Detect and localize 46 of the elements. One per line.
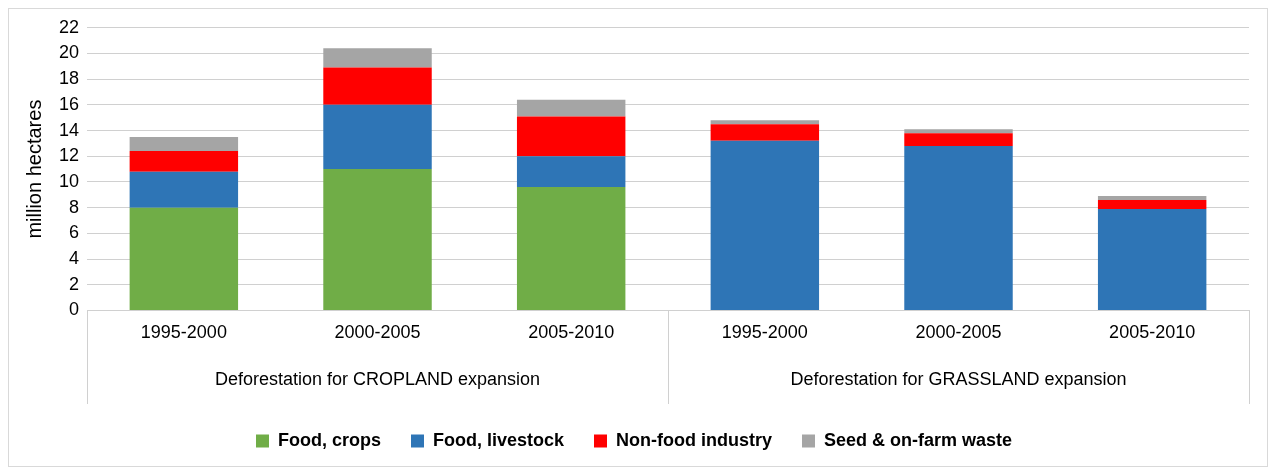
bar	[516, 99, 626, 117]
bar	[710, 120, 820, 125]
bar	[323, 169, 432, 310]
y-tick-label: 22	[58, 16, 80, 37]
bar	[904, 129, 1013, 134]
y-tick-label: 8	[69, 196, 80, 217]
y-axis-title: million hectares	[22, 99, 45, 239]
x-tick-label: 1995-2000	[140, 322, 227, 343]
y-tick-label: 16	[58, 93, 80, 114]
x-tick-label: 1995-2000	[721, 322, 808, 343]
y-tick-label: 2	[69, 273, 80, 294]
bar	[323, 67, 432, 105]
y-tick-label: 20	[58, 42, 80, 63]
bar	[129, 207, 239, 310]
bar	[904, 133, 1013, 146]
bar	[1097, 199, 1207, 209]
bar	[516, 116, 626, 157]
bar	[323, 104, 432, 170]
bar	[516, 156, 626, 188]
y-tick-label: 10	[58, 170, 80, 191]
legend-label: Food, crops	[277, 429, 381, 450]
x-tick-label: 2000-2005	[915, 322, 1002, 343]
bar	[710, 140, 820, 310]
legend-label: Food, livestock	[432, 429, 565, 450]
bar	[129, 136, 239, 152]
bar	[1097, 208, 1207, 310]
bar	[1097, 196, 1207, 200]
y-tick-label: 14	[58, 119, 80, 140]
bar	[904, 145, 1013, 310]
y-tick-label: 18	[58, 68, 80, 89]
bar	[129, 171, 239, 208]
y-tick-label: 4	[69, 247, 80, 268]
y-tick-label: 6	[69, 222, 80, 243]
text: Deforestation for CROPLAND expansion	[214, 368, 541, 389]
y-tick-label: 0	[69, 299, 80, 320]
y-tick-label: 12	[58, 145, 80, 166]
bar	[516, 187, 626, 310]
bar	[710, 124, 820, 141]
legend-label: Seed & on-farm waste	[823, 429, 1013, 450]
x-tick-label: 2005-2010	[1109, 322, 1196, 343]
legend-label: Non-food industry	[616, 429, 772, 450]
x-tick-label: 2000-2005	[334, 322, 421, 343]
bar	[129, 151, 239, 172]
bar	[323, 48, 432, 68]
text: Deforestation for GRASSLAND expansion	[790, 368, 1127, 389]
x-tick-label: 2005-2010	[528, 322, 615, 343]
